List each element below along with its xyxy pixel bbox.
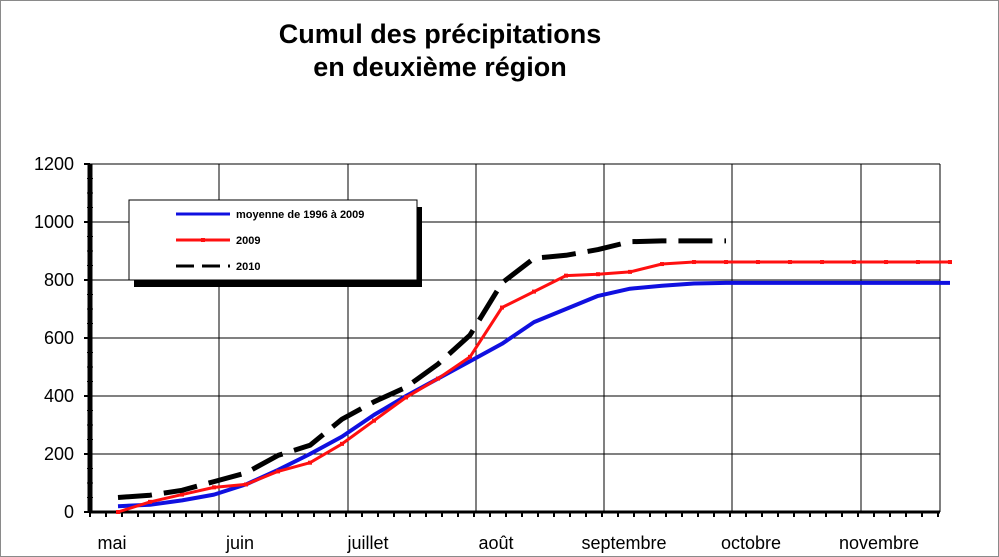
x-tick-label: novembre: [839, 533, 919, 553]
series-point-2: [532, 289, 536, 294]
series-point-2: [244, 482, 248, 487]
chart-title-line-1: Cumul des précipitations: [278, 19, 602, 49]
series-point-2: [692, 260, 696, 265]
series-point-2: [148, 499, 152, 504]
series-point-2: [212, 485, 216, 490]
chart-title: Cumul des précipitations en deuxième rég…: [200, 18, 680, 84]
series-point-2: [596, 272, 600, 277]
series-point-2: [884, 260, 888, 265]
legend-label-1: moyenne de 1996 à 2009: [236, 209, 364, 221]
series-point-2: [340, 441, 344, 446]
y-tick-label: 1200: [34, 154, 74, 174]
series-point-2: [724, 260, 728, 265]
y-tick-label: 800: [44, 270, 74, 290]
x-tick-label: mai: [97, 533, 126, 553]
series-point-2: [468, 354, 472, 359]
y-tick-label: 400: [44, 386, 74, 406]
series-line-3: [117, 238, 726, 500]
x-tick-label: octobre: [721, 533, 781, 553]
series-point-2: [308, 460, 312, 465]
series-point-2: [628, 269, 632, 274]
series-point-2: [660, 262, 664, 267]
series-point-2: [948, 260, 952, 265]
series-point-2: [852, 260, 856, 265]
legend-label-2: 2009: [236, 235, 260, 247]
legend-label-3: 2010: [236, 261, 260, 273]
y-tick-label: 600: [44, 328, 74, 348]
series-point-2: [564, 273, 568, 278]
series-point-2: [276, 469, 280, 474]
series-point-2: [820, 260, 824, 265]
series-point-2: [916, 260, 920, 265]
x-tick-label: juillet: [346, 533, 388, 553]
x-tick-label: septembre: [581, 533, 666, 553]
series-point-2: [756, 260, 760, 265]
series-point-2: [404, 395, 408, 400]
x-tick-label: juin: [225, 533, 254, 553]
series-point-2: [116, 510, 120, 514]
series-point-2: [500, 305, 504, 310]
x-tick-label: août: [478, 533, 513, 553]
legend-marker-2: [201, 238, 205, 242]
series-point-2: [180, 492, 184, 497]
chart-title-line-2: en deuxième région: [313, 52, 567, 82]
series-point-2: [372, 418, 376, 423]
series-point-2: [436, 376, 440, 381]
y-tick-label: 200: [44, 444, 74, 464]
y-tick-label: 0: [64, 502, 74, 522]
series-point-2: [788, 260, 792, 265]
y-tick-label: 1000: [34, 212, 74, 232]
